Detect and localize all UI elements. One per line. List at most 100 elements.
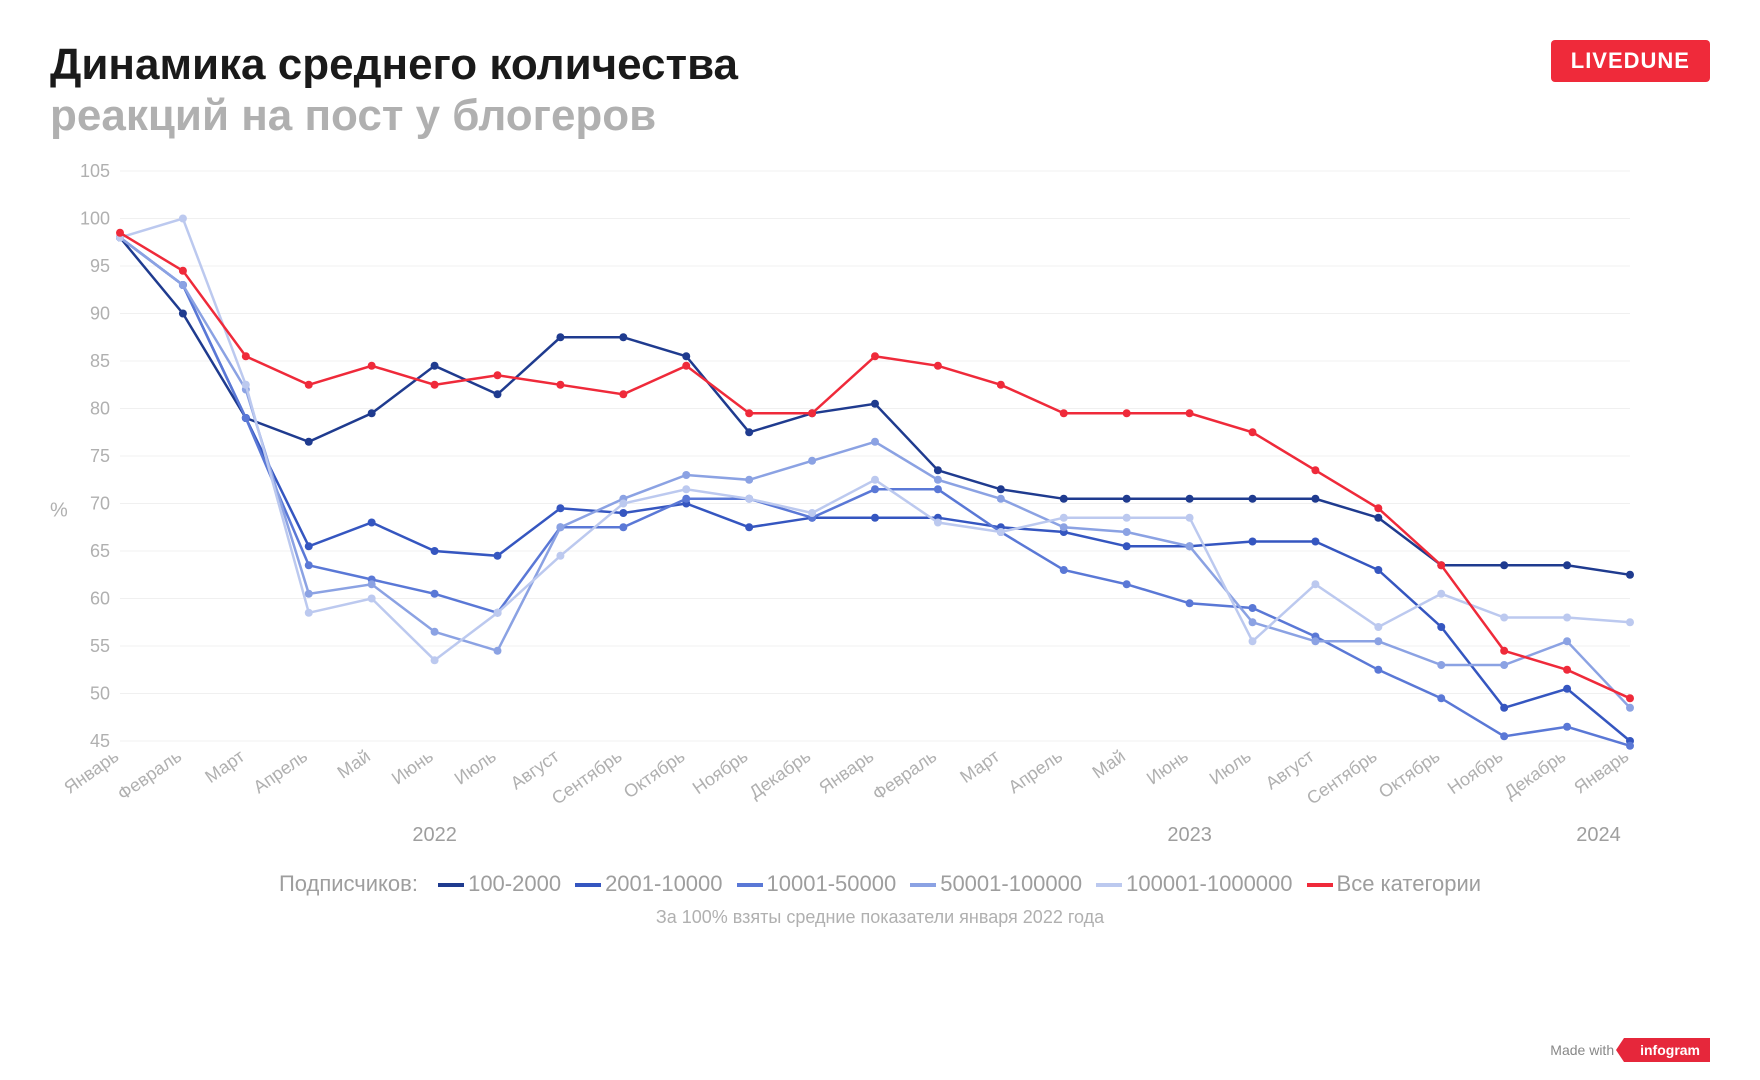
series-dot [745, 495, 753, 503]
series-dot [682, 362, 690, 370]
header: Динамика среднего количества реакций на … [50, 40, 1710, 141]
series-dot [431, 628, 439, 636]
y-tick-label: 75 [90, 446, 110, 466]
x-tick-label: Апрель [1005, 746, 1066, 797]
series-dot [1626, 742, 1634, 750]
series-dot [368, 409, 376, 417]
series-dot [1563, 685, 1571, 693]
series-dot [745, 409, 753, 417]
series-dot [494, 390, 502, 398]
series-dot [1374, 504, 1382, 512]
y-tick-label: 50 [90, 684, 110, 704]
series-dot [179, 215, 187, 223]
series-dot [1060, 514, 1068, 522]
series-dot [1437, 561, 1445, 569]
series-dot [1563, 614, 1571, 622]
series-dot [1186, 514, 1194, 522]
series-dot [1123, 495, 1131, 503]
x-tick-label: Май [334, 746, 374, 783]
series-dot [934, 466, 942, 474]
infogram-logo: infogram [1624, 1038, 1710, 1062]
series-dot [808, 509, 816, 517]
year-label: 2023 [1167, 824, 1212, 846]
series-dot [1437, 694, 1445, 702]
series-dot [682, 471, 690, 479]
attribution: Made with infogram [1550, 1038, 1710, 1062]
x-tick-label: Апрель [250, 746, 311, 797]
series-dot [242, 414, 250, 422]
legend-label: 50001-100000 [940, 871, 1082, 896]
series-dot [745, 523, 753, 531]
series-dot [305, 590, 313, 598]
legend-label: 2001-10000 [605, 871, 722, 896]
y-tick-label: 70 [90, 494, 110, 514]
series-dot [808, 409, 816, 417]
x-tick-label: Февраль [869, 746, 940, 804]
series-dot [1311, 538, 1319, 546]
series-dot [997, 485, 1005, 493]
series-dot [179, 310, 187, 318]
brand-badge: LIVEDUNE [1551, 40, 1710, 82]
legend-prefix: Подписчиков: [279, 871, 424, 896]
series-dot [997, 528, 1005, 536]
series-dot [1437, 661, 1445, 669]
y-tick-label: 95 [90, 256, 110, 276]
series-dot [934, 519, 942, 527]
series-dot [871, 352, 879, 360]
series-dot [934, 485, 942, 493]
x-tick-label: Январь [60, 746, 122, 798]
series-dot [1500, 561, 1508, 569]
series-dot [556, 523, 564, 531]
series-dot [1500, 614, 1508, 622]
series-dot [1374, 637, 1382, 645]
series-dot [682, 495, 690, 503]
series-dot [431, 547, 439, 555]
series-dot [1626, 618, 1634, 626]
series-dot [431, 381, 439, 389]
x-tick-label: Январь [1570, 746, 1632, 798]
series-dot [556, 333, 564, 341]
series-dot [934, 362, 942, 370]
series-dot [1500, 704, 1508, 712]
x-tick-label: Март [956, 746, 1003, 787]
footnote: За 100% взяты средние показатели января … [50, 907, 1710, 928]
series-dot [1311, 466, 1319, 474]
series-dot [368, 519, 376, 527]
x-tick-label: Июнь [1143, 746, 1192, 789]
x-tick-label: Февраль [114, 746, 185, 804]
series-dot [1186, 542, 1194, 550]
series-dot [1437, 590, 1445, 598]
series-dot [1186, 599, 1194, 607]
x-tick-label: Май [1089, 746, 1129, 783]
legend-swatch [737, 883, 763, 887]
series-dot [871, 476, 879, 484]
series-dot [619, 509, 627, 517]
x-tick-label: Ноябрь [689, 746, 752, 798]
legend-swatch [1096, 883, 1122, 887]
series-dot [305, 609, 313, 617]
series-dot [1500, 661, 1508, 669]
series-dot [1249, 637, 1257, 645]
series-dot [1311, 580, 1319, 588]
series-dot [1249, 495, 1257, 503]
legend-swatch [575, 883, 601, 887]
chart-container: Динамика среднего количества реакций на … [0, 0, 1760, 1080]
x-tick-label: Октябрь [1375, 746, 1444, 802]
series-dot [934, 476, 942, 484]
series-dot [1563, 666, 1571, 674]
series-dot [1626, 571, 1634, 579]
series-dot [1123, 580, 1131, 588]
series-dot [1186, 495, 1194, 503]
series-line-s4 [120, 238, 1630, 708]
series-dot [745, 476, 753, 484]
legend-swatch [1307, 883, 1333, 887]
y-tick-label: 65 [90, 541, 110, 561]
series-dot [1123, 409, 1131, 417]
series-dot [556, 504, 564, 512]
series-dot [1249, 618, 1257, 626]
series-dot [682, 485, 690, 493]
series-line-s6 [120, 233, 1630, 699]
series-dot [116, 229, 124, 237]
series-dot [1060, 495, 1068, 503]
series-dot [1563, 561, 1571, 569]
